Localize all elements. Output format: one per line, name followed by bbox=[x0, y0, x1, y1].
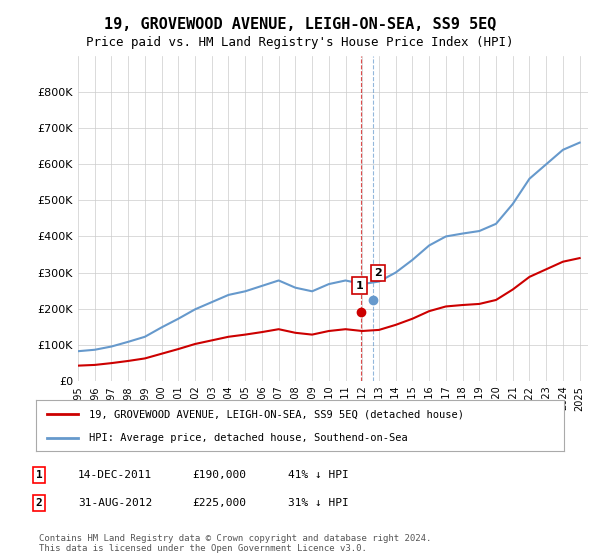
Text: £190,000: £190,000 bbox=[192, 470, 246, 480]
Text: 19, GROVEWOOD AVENUE, LEIGH-ON-SEA, SS9 5EQ (detached house): 19, GROVEWOOD AVENUE, LEIGH-ON-SEA, SS9 … bbox=[89, 409, 464, 419]
Text: 2: 2 bbox=[35, 498, 43, 508]
Text: 19, GROVEWOOD AVENUE, LEIGH-ON-SEA, SS9 5EQ: 19, GROVEWOOD AVENUE, LEIGH-ON-SEA, SS9 … bbox=[104, 17, 496, 32]
Text: 1: 1 bbox=[35, 470, 43, 480]
Text: 14-DEC-2011: 14-DEC-2011 bbox=[78, 470, 152, 480]
Text: Price paid vs. HM Land Registry's House Price Index (HPI): Price paid vs. HM Land Registry's House … bbox=[86, 36, 514, 49]
Text: Contains HM Land Registry data © Crown copyright and database right 2024.
This d: Contains HM Land Registry data © Crown c… bbox=[39, 534, 431, 553]
Text: 31-AUG-2012: 31-AUG-2012 bbox=[78, 498, 152, 508]
Text: 2: 2 bbox=[374, 268, 382, 278]
Text: £225,000: £225,000 bbox=[192, 498, 246, 508]
Text: 41% ↓ HPI: 41% ↓ HPI bbox=[288, 470, 349, 480]
Text: HPI: Average price, detached house, Southend-on-Sea: HPI: Average price, detached house, Sout… bbox=[89, 433, 407, 443]
Text: 1: 1 bbox=[356, 281, 364, 291]
Text: 31% ↓ HPI: 31% ↓ HPI bbox=[288, 498, 349, 508]
